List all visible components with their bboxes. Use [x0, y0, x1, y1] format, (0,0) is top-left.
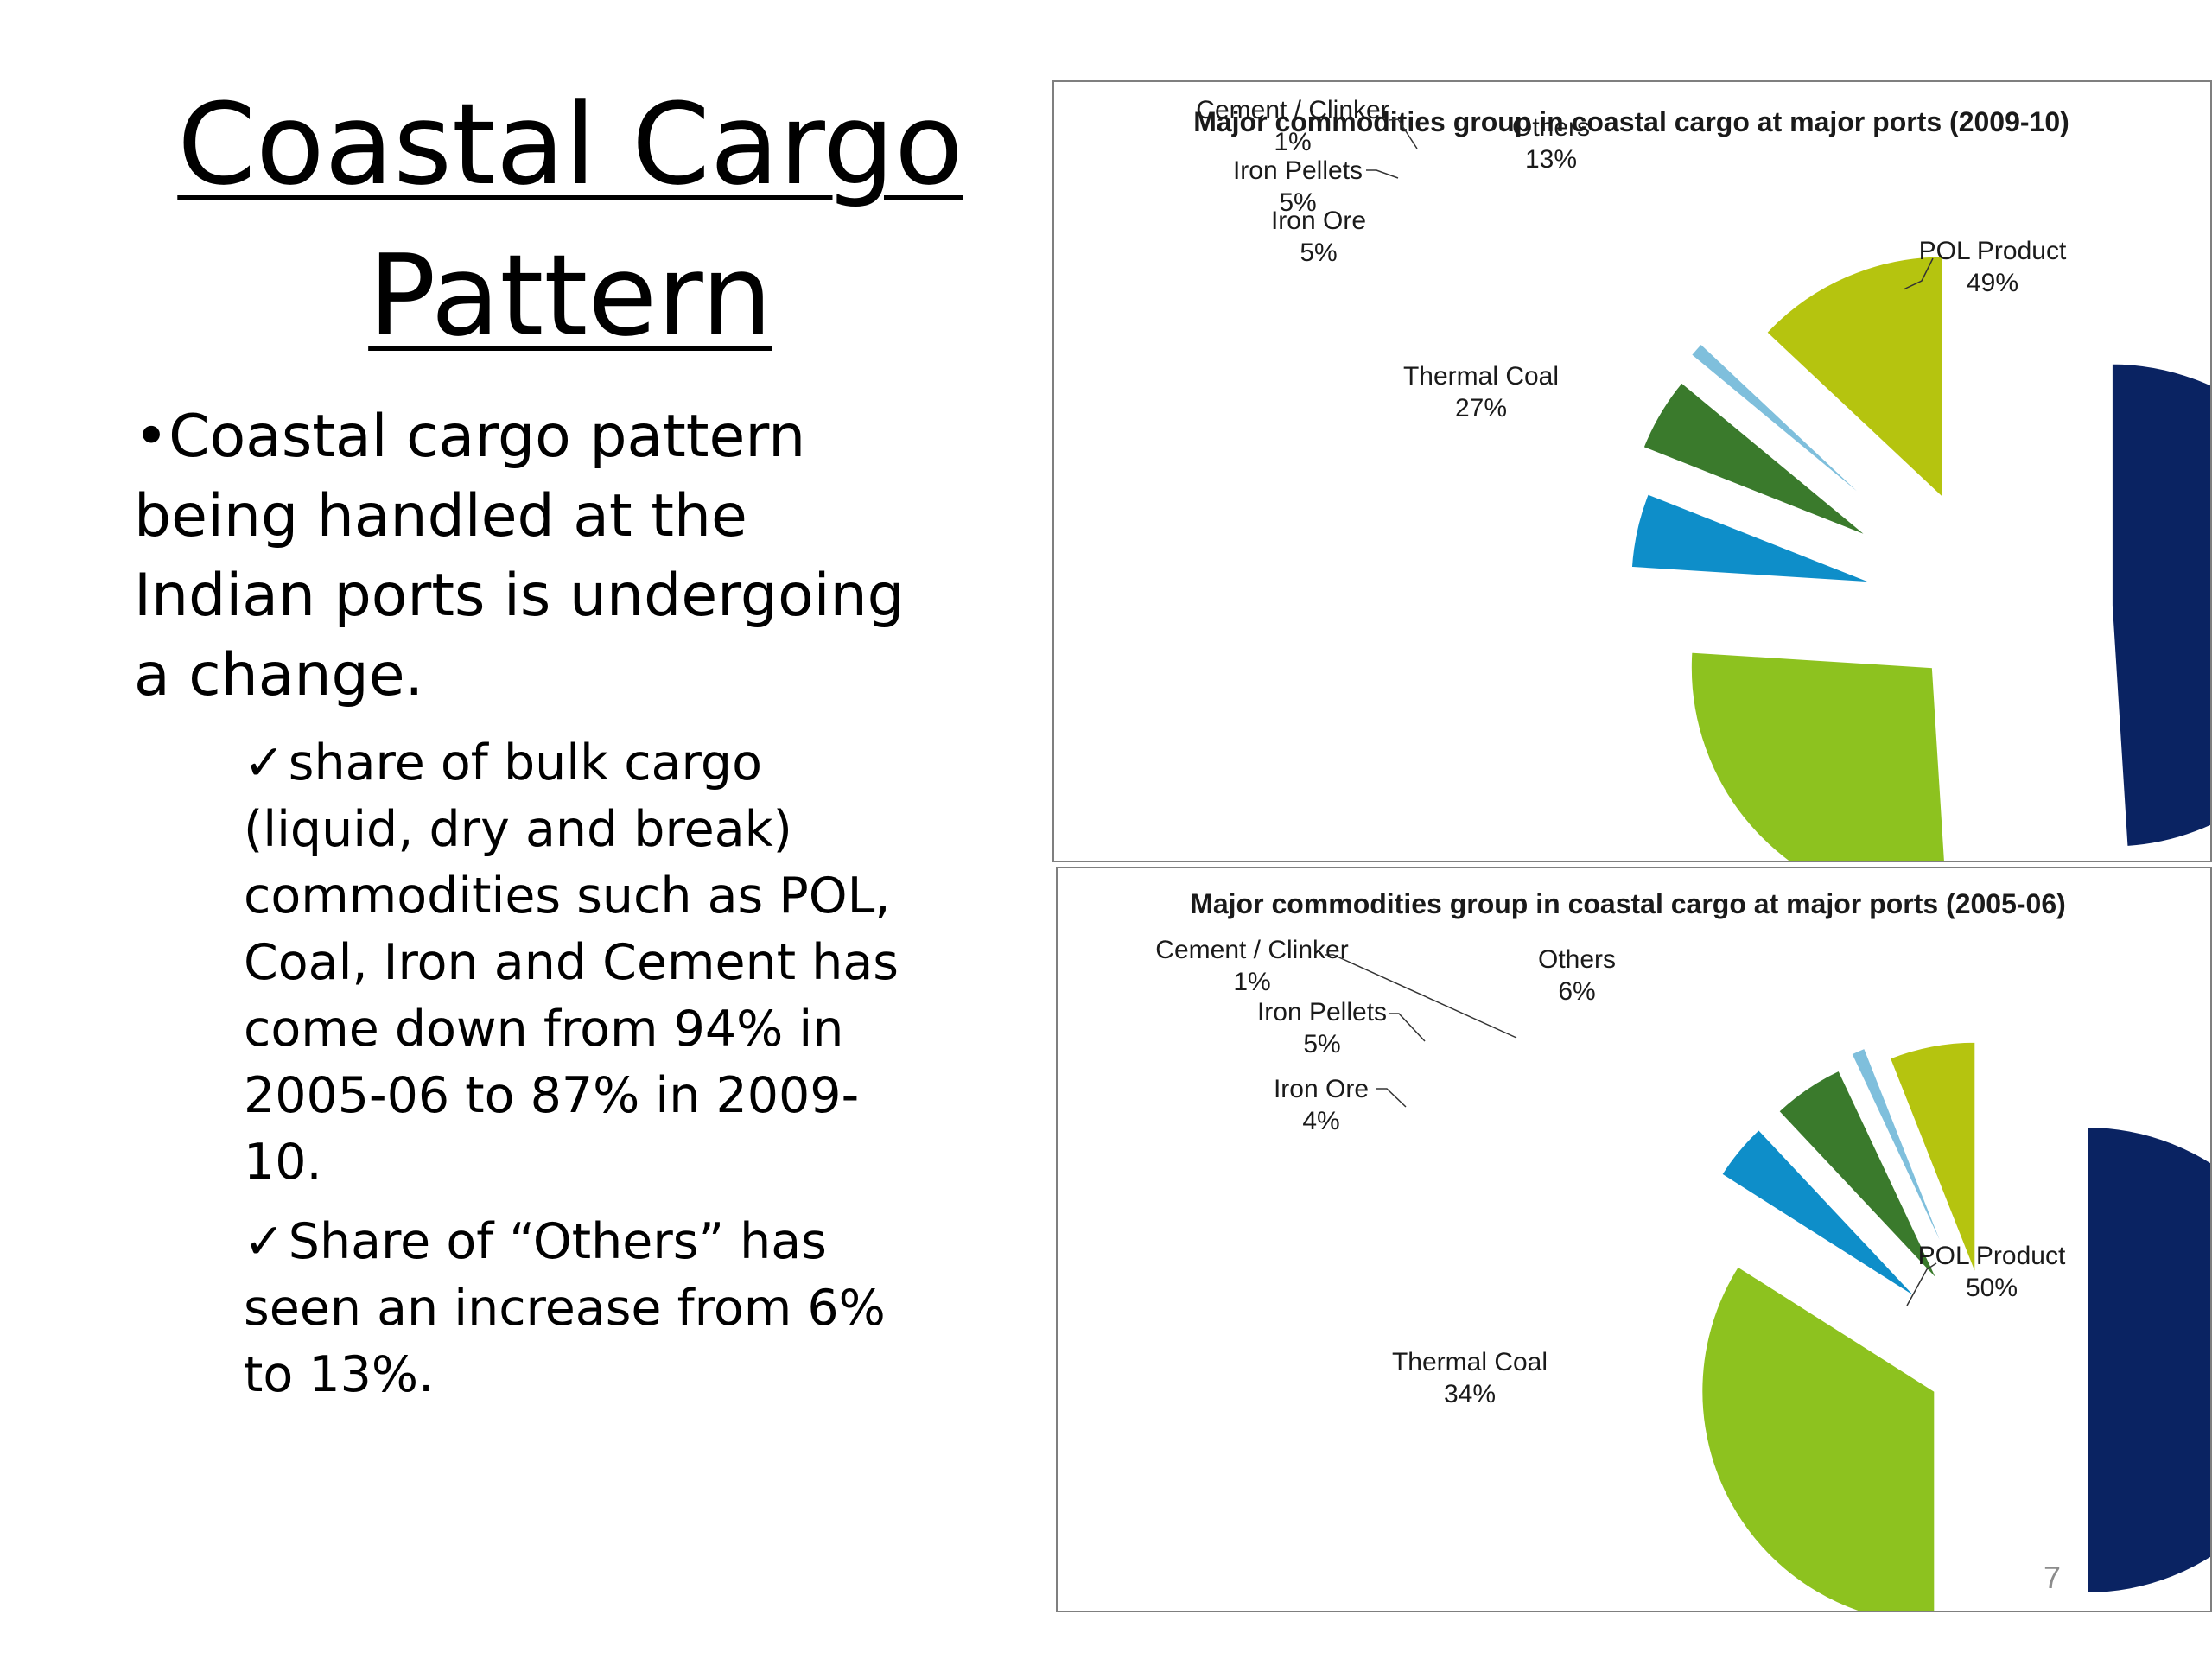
slice-value-pol-product: 49%: [1967, 269, 2018, 297]
sub-bullet-text: Share of “Others” has seen an increase f…: [244, 1213, 886, 1403]
slice-label-others: Others: [1538, 945, 1616, 974]
sub-bullet-list: ✓share of bulk cargo (liquid, dry and br…: [244, 730, 935, 1421]
pie-slices: [1630, 255, 2210, 861]
sub-bullet-item: ✓share of bulk cargo (liquid, dry and br…: [244, 730, 935, 1196]
slice-label-iron-pellets: Iron Pellets: [1257, 998, 1387, 1027]
pie-slice-others: [1888, 1040, 1977, 1276]
slice-value-thermal-coal: 34%: [1444, 1380, 1496, 1408]
pie-slice-pol-product: [2086, 1125, 2210, 1595]
pie-slice-iron-pellets: [1642, 381, 1869, 537]
slice-value-others: 13%: [1525, 145, 1577, 174]
pie-slice-iron-ore: [1630, 493, 1873, 584]
pie-slice-thermal-coal: [1689, 651, 1946, 861]
pie-labels: POL Product 50% Thermal Coal 34% Iron Ore 4% I…: [1155, 936, 2066, 1408]
slice-label-iron-ore: Iron Ore: [1274, 1075, 1369, 1103]
slice-label-pol-product: POL Product: [1919, 237, 2067, 265]
slice-value-iron-ore: 5%: [1300, 238, 1337, 267]
pie-chart-2005-06: Major commodities group in coastal cargo…: [1155, 888, 2210, 1611]
checkmark-icon: ✓: [244, 1213, 285, 1270]
sub-bullet-item: ✓Share of “Others” has seen an increase …: [244, 1209, 935, 1408]
pie-slice-pol-product: [2110, 362, 2210, 849]
pie-slices: [1700, 1040, 2210, 1611]
leader-line-pol-product: [1903, 257, 1934, 290]
page-number: 7: [2044, 1560, 2062, 1595]
slice-value-others: 6%: [1558, 977, 1595, 1006]
slice-value-iron-pellets: 5%: [1279, 188, 1316, 217]
leader-line-pol-product: [1906, 1262, 1937, 1306]
slice-label-thermal-coal: Thermal Coal: [1392, 1348, 1548, 1376]
slice-value-cement-clinker: 1%: [1274, 128, 1311, 156]
chart-title: Major commodities group in coastal cargo…: [1190, 888, 2066, 919]
pie-slice-others: [1764, 255, 1944, 500]
pie-chart-panel-2005-06: Major commodities group in coastal cargo…: [1056, 867, 2212, 1612]
pie-slice-iron-pellets: [1777, 1069, 1940, 1282]
chart-title: Major commodities group in coastal cargo…: [1193, 106, 2069, 137]
leader-line-iron-ore: [1376, 1088, 1407, 1108]
slice-value-thermal-coal: 27%: [1455, 394, 1507, 423]
pie-chart-2009-10: Major commodities group in coastal cargo…: [1193, 96, 2210, 861]
checkmark-icon: ✓: [244, 734, 285, 791]
pie-slice-cement-clinker: [1850, 1046, 1952, 1266]
slice-value-iron-ore: 4%: [1302, 1107, 1339, 1135]
slice-label-pol-product: POL Product: [1918, 1242, 2066, 1270]
slice-label-iron-ore: Iron Ore: [1271, 207, 1366, 235]
slice-label-cement-clinker: Cement / Clinker: [1196, 96, 1389, 124]
main-bullet: •Coastal cargo pattern being handled at …: [134, 403, 905, 709]
leader-line-cement-clinker: [1388, 118, 1418, 149]
leader-line-cement-clinker: [1325, 954, 1517, 1039]
slice-value-pol-product: 50%: [1966, 1274, 2018, 1302]
pie-chart-panel-2009-10: Major commodities group in coastal cargo…: [1052, 80, 2212, 862]
slide-title: Coastal Cargo Pattern: [112, 69, 1028, 372]
pie-slice-thermal-coal: [1700, 1265, 1936, 1611]
pie-slice-cement-clinker: [1689, 342, 1878, 511]
slice-label-cement-clinker: Cement / Clinker: [1155, 936, 1348, 964]
pie-slice-iron-ore: [1719, 1128, 1919, 1300]
slice-value-iron-pellets: 5%: [1303, 1030, 1340, 1058]
leader-line-iron-pellets: [1366, 169, 1399, 179]
slice-label-iron-pellets: Iron Pellets: [1233, 156, 1363, 185]
slice-value-cement-clinker: 1%: [1233, 968, 1270, 996]
sub-bullet-text: share of bulk cargo (liquid, dry and bre…: [244, 734, 899, 1191]
slide-title-text: Coastal Cargo Pattern: [177, 79, 963, 361]
leader-line-iron-pellets: [1389, 1013, 1426, 1042]
slice-label-thermal-coal: Thermal Coal: [1403, 362, 1559, 391]
slice-label-others: Others: [1512, 113, 1590, 142]
